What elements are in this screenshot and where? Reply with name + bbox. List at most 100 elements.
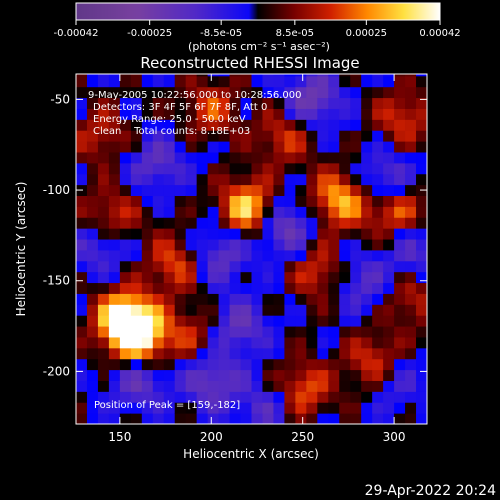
- heatmap-cell: [394, 206, 406, 218]
- heatmap-cell: [152, 206, 165, 218]
- heatmap-cell: [306, 206, 318, 218]
- heatmap-cell: [317, 228, 329, 240]
- heatmap-cell: [262, 304, 274, 316]
- heatmap-cell: [174, 249, 187, 262]
- heatmap-cell: [295, 358, 307, 371]
- heatmap-cell: [405, 293, 417, 305]
- heatmap-cell: [119, 74, 132, 77]
- heatmap-cell: [76, 271, 88, 284]
- heatmap-cell: [141, 141, 154, 153]
- heatmap-cell: [163, 217, 176, 229]
- heatmap-cell: [196, 282, 209, 294]
- heatmap-cell: [284, 336, 296, 349]
- heatmap-cell: [295, 304, 307, 316]
- heatmap-cell: [372, 347, 384, 360]
- heatmap-cell: [251, 304, 263, 316]
- heatmap-cell: [317, 239, 329, 251]
- heatmap-cell: [141, 413, 154, 425]
- heatmap-cell: [86, 391, 99, 403]
- heatmap-cell: [262, 130, 274, 142]
- heatmap-cell: [306, 228, 318, 240]
- heatmap-cell: [207, 119, 220, 131]
- chart-title: Reconstructed RHESSI Image: [140, 54, 359, 72]
- heatmap-cell: [185, 347, 198, 360]
- heatmap-cell: [76, 74, 88, 77]
- heatmap-cell: [361, 282, 373, 294]
- heatmap-cell: [372, 249, 384, 262]
- heatmap-cell: [394, 184, 406, 197]
- heatmap-cell: [141, 97, 154, 109]
- heatmap-cell: [284, 347, 296, 360]
- heatmap-cell: [163, 336, 176, 349]
- heatmap-cell: [141, 326, 154, 338]
- heatmap-cell: [152, 413, 165, 425]
- heatmap-cell: [229, 391, 242, 403]
- heatmap-cell: [339, 217, 351, 229]
- heatmap-cell: [273, 151, 285, 164]
- heatmap-cell: [350, 75, 362, 88]
- heatmap-cell: [185, 282, 198, 294]
- heatmap-cell: [339, 358, 351, 371]
- heatmap-cell: [229, 358, 242, 371]
- heatmap-cell: [405, 402, 417, 414]
- heatmap-cell: [306, 326, 318, 338]
- heatmap-cell: [339, 304, 351, 316]
- heatmap-cell: [284, 141, 296, 153]
- heatmap-cell: [97, 97, 110, 109]
- heatmap-cell: [262, 228, 274, 240]
- heatmap-cell: [383, 369, 395, 381]
- heatmap-cell: [163, 184, 176, 197]
- heatmap-cell: [295, 162, 307, 175]
- heatmap-cell: [251, 315, 263, 327]
- heatmap-cell: [328, 358, 340, 371]
- heatmap-cell: [86, 293, 99, 305]
- heatmap-cell: [218, 413, 231, 425]
- heatmap-cell: [328, 271, 340, 284]
- heatmap-cell: [108, 326, 121, 338]
- heatmap-cell: [416, 97, 428, 109]
- heatmap-cell: [130, 206, 143, 218]
- heatmap-cell: [394, 413, 406, 425]
- heatmap-cell: [295, 173, 307, 186]
- heatmap-cell: [306, 173, 318, 186]
- heatmap-cell: [284, 228, 296, 240]
- heatmap-cell: [141, 130, 154, 142]
- heatmap-cell: [262, 271, 274, 284]
- heatmap-cell: [361, 195, 373, 207]
- heatmap-cell: [394, 86, 406, 99]
- heatmap-cell: [405, 239, 417, 251]
- heatmap-cell: [306, 336, 318, 349]
- heatmap-cell: [295, 206, 307, 218]
- heatmap-cell: [218, 249, 231, 262]
- heatmap-cell: [372, 141, 384, 153]
- heatmap-cell: [273, 347, 285, 360]
- heatmap-cell: [273, 380, 285, 392]
- heatmap-cell: [97, 130, 110, 142]
- heatmap-cell: [240, 75, 252, 88]
- heatmap-cell: [174, 162, 187, 175]
- heatmap-cell: [119, 162, 132, 175]
- heatmap-cell: [328, 75, 340, 88]
- heatmap-cell: [196, 336, 209, 349]
- heatmap-cell: [306, 119, 318, 131]
- heatmap-cell: [361, 173, 373, 186]
- heatmap-cell: [273, 304, 285, 316]
- heatmap-cell: [196, 293, 209, 305]
- heatmap-cell: [229, 217, 242, 229]
- heatmap-cell: [97, 304, 110, 316]
- heatmap-cell: [108, 97, 121, 109]
- heatmap-cell: [97, 173, 110, 186]
- heatmap-cell: [152, 249, 165, 262]
- heatmap-cell: [317, 315, 329, 327]
- heatmap-cell: [229, 282, 242, 294]
- heatmap-cell: [405, 173, 417, 186]
- heatmap-cell: [350, 86, 362, 99]
- heatmap-cell: [339, 380, 351, 392]
- heatmap-cell: [295, 315, 307, 327]
- heatmap-cell: [405, 151, 417, 164]
- heatmap-cell: [163, 358, 176, 371]
- heatmap-cell: [328, 413, 340, 425]
- heatmap-cell: [383, 249, 395, 262]
- heatmap-cell: [207, 239, 220, 251]
- heatmap-cell: [372, 173, 384, 186]
